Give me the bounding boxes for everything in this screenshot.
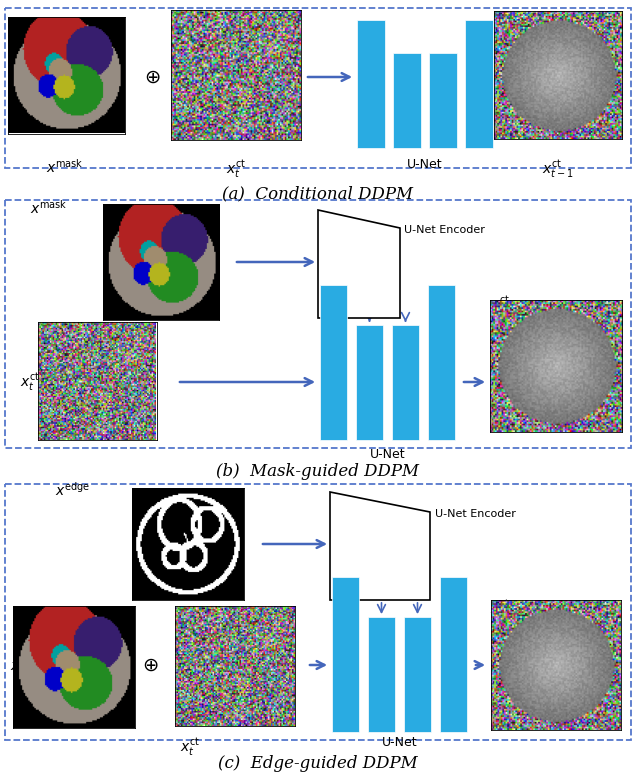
Bar — [393, 53, 421, 148]
Bar — [332, 577, 359, 732]
Bar — [5, 200, 631, 448]
Bar — [368, 617, 395, 732]
Bar — [429, 53, 457, 148]
Text: $x_{t-1}^{\rm ct}$: $x_{t-1}^{\rm ct}$ — [490, 294, 522, 316]
Text: $x^{\rm edge}$: $x^{\rm edge}$ — [55, 481, 90, 499]
Text: U-Net: U-Net — [407, 158, 443, 171]
Polygon shape — [330, 492, 430, 600]
Text: U-Net Encoder: U-Net Encoder — [435, 509, 516, 519]
Text: U-Net: U-Net — [370, 448, 405, 461]
Text: $x_t^{\rm ct}$: $x_t^{\rm ct}$ — [180, 736, 200, 757]
Bar — [428, 285, 455, 440]
Polygon shape — [318, 210, 400, 318]
Bar — [5, 8, 631, 168]
Bar — [404, 617, 431, 732]
Text: $x_t^{\rm ct}$: $x_t^{\rm ct}$ — [226, 158, 246, 179]
Bar — [357, 20, 385, 148]
Text: U-Net: U-Net — [382, 736, 417, 749]
Text: $\oplus$: $\oplus$ — [142, 656, 158, 674]
Text: (a)  Conditional DDPM: (a) Conditional DDPM — [223, 185, 413, 202]
Bar — [320, 285, 347, 440]
Bar — [356, 325, 383, 440]
Text: $x^{\rm mask}$: $x^{\rm mask}$ — [10, 656, 47, 674]
Text: U-Net Encoder: U-Net Encoder — [404, 225, 485, 235]
Text: (b)  Mask-guided DDPM: (b) Mask-guided DDPM — [216, 463, 420, 480]
Text: $x^{\rm mask}$: $x^{\rm mask}$ — [46, 158, 84, 176]
Bar — [440, 577, 467, 732]
Text: $\oplus$: $\oplus$ — [144, 68, 160, 86]
Text: $x^{\rm mask}$: $x^{\rm mask}$ — [30, 199, 67, 217]
Bar — [392, 325, 419, 440]
Text: $x_t^{\rm ct}$: $x_t^{\rm ct}$ — [20, 371, 40, 393]
Bar — [5, 484, 631, 740]
Text: (c)  Edge-guided DDPM: (c) Edge-guided DDPM — [218, 755, 418, 772]
Text: $x_{t-1}^{\rm ct}$: $x_{t-1}^{\rm ct}$ — [490, 598, 522, 619]
Bar — [465, 20, 493, 148]
Text: $x_{t-1}^{\rm ct}$: $x_{t-1}^{\rm ct}$ — [543, 158, 574, 179]
